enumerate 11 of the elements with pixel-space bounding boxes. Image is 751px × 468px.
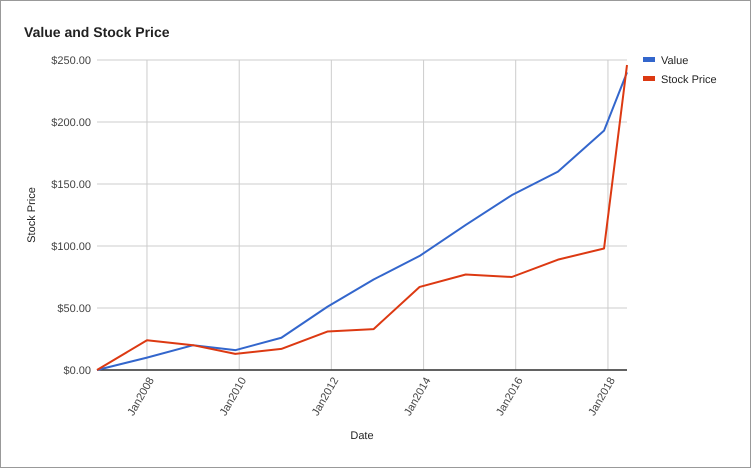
y-tick-label: $0.00 — [63, 364, 91, 377]
y-tick-label: $250.00 — [51, 54, 91, 67]
y-tick-label: $50.00 — [57, 302, 91, 315]
y-tick-label: $150.00 — [51, 178, 91, 191]
y-axis-title: Stock Price — [26, 187, 38, 243]
y-tick-label: $100.00 — [51, 240, 91, 253]
y-tick-label: $200.00 — [51, 116, 91, 129]
legend-label: Value — [661, 54, 688, 67]
legend-label: Stock Price — [661, 74, 717, 86]
chart-title: Value and Stock Price — [24, 24, 170, 40]
x-axis-title: Date — [350, 430, 374, 442]
